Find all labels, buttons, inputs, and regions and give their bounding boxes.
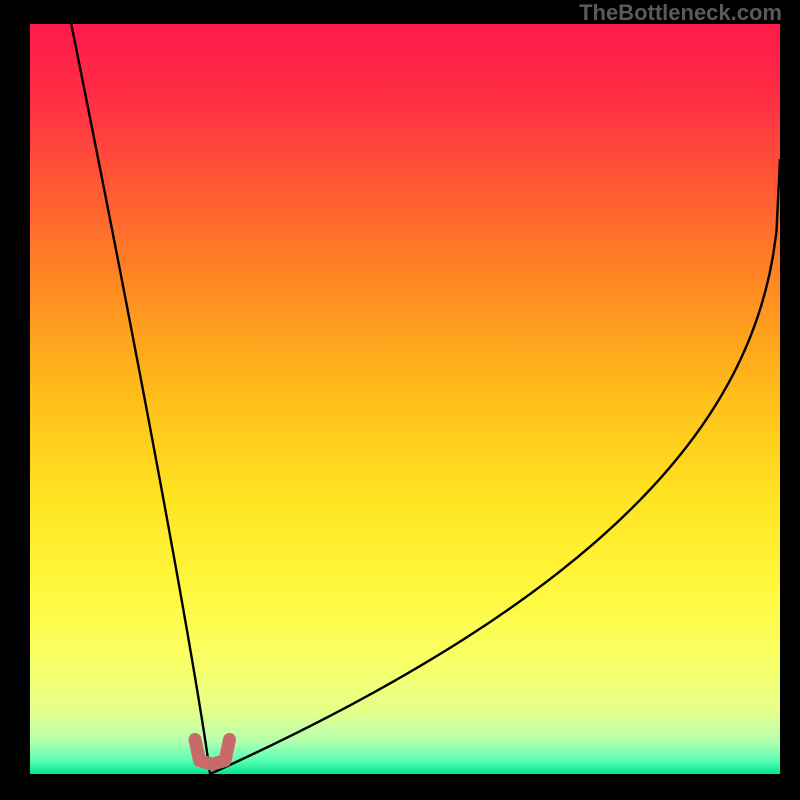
watermark-text: TheBottleneck.com (579, 0, 782, 26)
curve-left (71, 24, 210, 774)
plot-svg (30, 24, 780, 774)
plot-area (30, 24, 780, 774)
u-marker (195, 740, 230, 765)
curve-right (210, 159, 780, 774)
chart-container: TheBottleneck.com (0, 0, 800, 800)
